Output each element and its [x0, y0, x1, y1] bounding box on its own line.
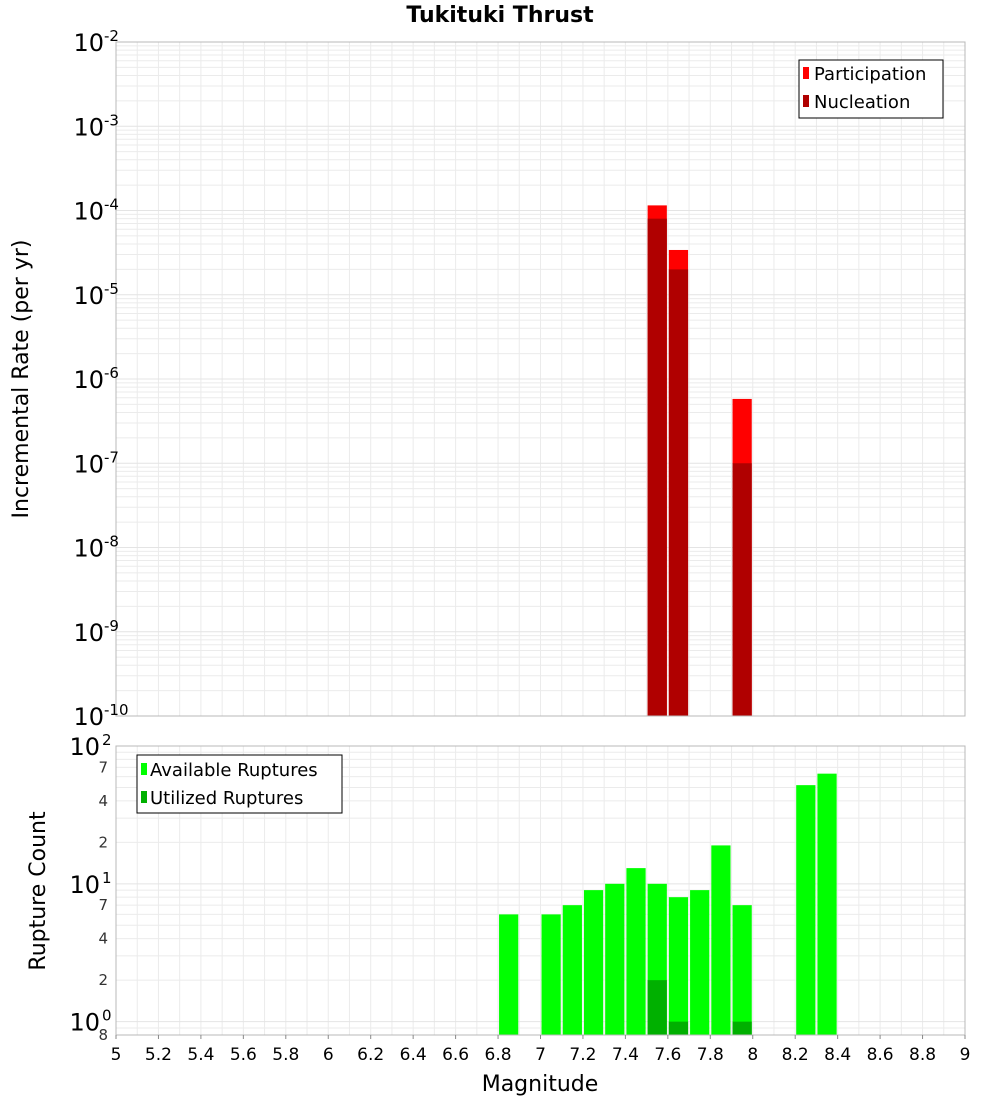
count-y-tick-exponent: 1 [102, 869, 112, 887]
x-tick-label: 6.4 [400, 1045, 427, 1065]
count-y-tick-label: 10 [69, 871, 100, 899]
available-bar [583, 890, 604, 1035]
rate-y-tick-label: 10 [73, 29, 104, 57]
x-tick-label: 8.8 [909, 1045, 936, 1065]
legend-label-participation: Participation [814, 64, 926, 85]
utilized-bar [668, 1021, 689, 1035]
available-bar [732, 905, 752, 1035]
count-y-tick-exponent: 2 [102, 731, 112, 749]
rate-y-tick-label: 10 [73, 450, 104, 478]
nucleation-bar [732, 463, 752, 716]
rate-y-tick-label: 10 [73, 113, 104, 141]
rate-legend-box [798, 59, 944, 119]
rate-y-tick-label: 10 [73, 366, 104, 394]
rate-y-tick-label: 10 [73, 703, 104, 731]
x-tick-label: 5.4 [187, 1045, 214, 1065]
chart-title: Tukituki Thrust [406, 3, 594, 28]
count-y-minor-tick-label: 7 [98, 896, 108, 914]
x-tick-label: 9 [960, 1045, 971, 1065]
rate-y-axis-label: Incremental Rate (per yr) [9, 240, 34, 519]
available-bar [668, 897, 689, 1035]
count-y-minor-tick-label: 4 [98, 792, 108, 810]
count-legend-box [136, 754, 343, 814]
x-tick-label: 7.8 [697, 1045, 724, 1065]
count-bars [499, 773, 837, 1035]
rate-y-tick-exponent: -7 [104, 448, 119, 466]
available-bar [711, 845, 731, 1035]
legend-label-utilized: Utilized Ruptures [150, 788, 303, 809]
rate-y-tick-label: 10 [73, 619, 104, 647]
rate-bars [647, 205, 752, 716]
available-bar [562, 905, 582, 1035]
count-y-tick-label: 10 [69, 733, 100, 761]
legend-label-available: Available Ruptures [150, 760, 318, 781]
rate-y-tick-exponent: -2 [104, 27, 119, 45]
rate-y-tick-exponent: -3 [104, 111, 119, 129]
x-tick-label: 6 [323, 1045, 334, 1065]
available-bar [817, 773, 837, 1035]
count-y-minor-tick-label: 4 [98, 930, 108, 948]
rate-gridlines [115, 42, 966, 717]
available-bar [541, 914, 561, 1035]
rate-y-tick-exponent: -5 [104, 280, 119, 298]
legend-swatch-participation [803, 67, 809, 79]
x-tick-label: 5.6 [230, 1045, 257, 1065]
legend-swatch-utilized [141, 791, 147, 803]
x-tick-label: 8.2 [782, 1045, 809, 1065]
count-legend: Available Ruptures Utilized Ruptures [136, 754, 343, 814]
nucleation-bar [647, 218, 667, 716]
x-tick-label: 8 [747, 1045, 758, 1065]
count-y-minor-tick-label: 8 [98, 1026, 108, 1044]
count-y-minor-tick-label: 2 [98, 971, 108, 989]
rate-y-tick-label: 10 [73, 198, 104, 226]
rate-y-tick-label: 10 [73, 282, 104, 310]
x-tick-label: 8.6 [867, 1045, 894, 1065]
available-bar [626, 868, 646, 1035]
available-bar [690, 890, 710, 1035]
x-tick-label: 7.4 [612, 1045, 639, 1065]
x-tick-label: 6.6 [442, 1045, 469, 1065]
rate-y-tick-exponent: -8 [104, 533, 119, 551]
x-tick-label: 5.2 [145, 1045, 172, 1065]
utilized-bar [647, 980, 667, 1035]
rate-y-tick-exponent: -9 [104, 617, 119, 635]
x-tick-label: 7.6 [654, 1045, 681, 1065]
rate-y-tick-label: 10 [73, 535, 104, 563]
available-bar [796, 785, 816, 1035]
rate-legend: Participation Nucleation [798, 59, 944, 119]
count-y-tick-label: 10 [69, 1009, 100, 1037]
count-y-minor-tick-label: 2 [98, 833, 108, 851]
available-bar [499, 914, 519, 1035]
legend-swatch-nucleation [803, 95, 809, 107]
rate-y-tick-exponent: -10 [104, 701, 129, 719]
x-tick-label: 7.2 [569, 1045, 596, 1065]
x-tick-label: 7 [535, 1045, 546, 1065]
x-ticks: 5 5.2 5.4 5.6 5.8 6 6.2 6.4 6.6 6.8 7 7.2 7.4 7.6 7.8 8… [111, 1035, 971, 1065]
legend-swatch-available [141, 763, 147, 775]
rate-plot-frame [115, 41, 966, 717]
rate-y-tick-exponent: -6 [104, 364, 119, 382]
x-tick-label: 5 [111, 1045, 122, 1065]
nucleation-bar [668, 269, 689, 716]
x-tick-label: 5.8 [272, 1045, 299, 1065]
legend-label-nucleation: Nucleation [814, 92, 910, 113]
utilized-bar [732, 1021, 752, 1035]
x-tick-label: 6.2 [357, 1045, 384, 1065]
x-axis-label: Magnitude [482, 1072, 599, 1097]
x-tick-label: 8.4 [824, 1045, 851, 1065]
count-y-axis-label: Rupture Count [26, 811, 51, 971]
available-bar [605, 883, 625, 1035]
rate-y-tick-exponent: -4 [104, 196, 119, 214]
count-y-minor-tick-label: 7 [98, 758, 108, 776]
count-y-tick-exponent: 0 [102, 1007, 112, 1025]
x-tick-label: 6.8 [485, 1045, 512, 1065]
